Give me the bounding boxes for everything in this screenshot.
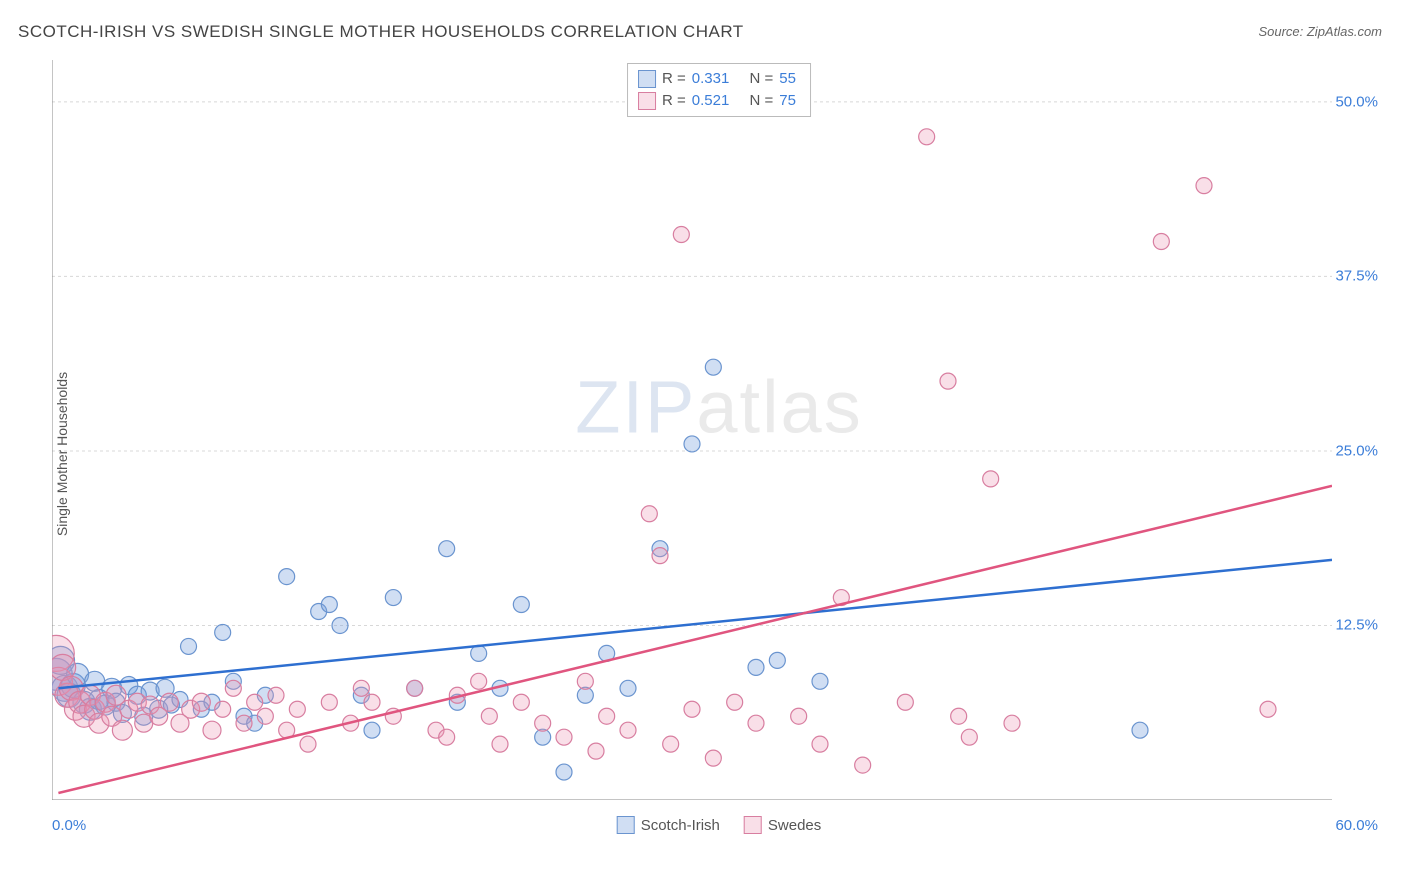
series-legend: Scotch-Irish Swedes: [617, 816, 822, 834]
x-axis-max-label: 60.0%: [1335, 817, 1378, 834]
legend-row: R = 0.521 N = 75: [638, 90, 800, 112]
chart-area: Single Mother Households R = 0.331 N = 5…: [52, 60, 1386, 832]
source-attribution: Source: ZipAtlas.com: [1258, 24, 1382, 39]
y-tick-label: 37.5%: [1335, 268, 1378, 285]
legend-item: Scotch-Irish: [617, 816, 720, 834]
legend-swatch: [638, 70, 656, 88]
legend-swatch: [617, 816, 635, 834]
scatter-plot: [52, 60, 1332, 800]
legend-item: Swedes: [744, 816, 821, 834]
x-axis-min-label: 0.0%: [52, 817, 86, 834]
legend-row: R = 0.331 N = 55: [638, 68, 800, 90]
y-axis-label: Single Mother Households: [54, 372, 70, 536]
y-tick-label: 25.0%: [1335, 442, 1378, 459]
chart-title: SCOTCH-IRISH VS SWEDISH SINGLE MOTHER HO…: [18, 22, 744, 42]
correlation-legend: R = 0.331 N = 55R = 0.521 N = 75: [627, 63, 811, 117]
y-tick-label: 12.5%: [1335, 617, 1378, 634]
legend-swatch: [638, 92, 656, 110]
legend-swatch: [744, 816, 762, 834]
y-tick-label: 50.0%: [1335, 93, 1378, 110]
